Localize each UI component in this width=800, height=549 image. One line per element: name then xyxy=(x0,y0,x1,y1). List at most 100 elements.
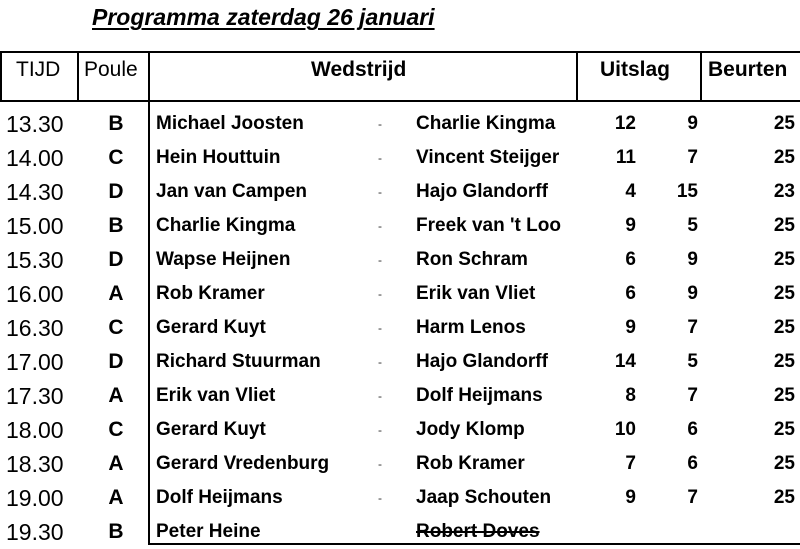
table-row: 13.30 B Michael Joosten - Charlie Kingma 12 9 2… xyxy=(0,107,800,141)
match-time: 15.00 xyxy=(6,213,64,239)
header-beurten: Beurten xyxy=(708,58,788,81)
match-poule: B xyxy=(108,520,124,543)
player-home: Charlie Kingma xyxy=(156,215,296,236)
score-away: 6 xyxy=(687,453,698,474)
table-bottom-border xyxy=(150,543,800,545)
match-poule: C xyxy=(108,146,124,169)
match-time: 14.00 xyxy=(6,145,64,171)
match-beurten: 25 xyxy=(773,215,795,236)
vs-separator: - xyxy=(378,151,382,165)
match-beurten: 25 xyxy=(773,283,795,304)
score-home: 8 xyxy=(625,385,636,406)
header-poule: Poule xyxy=(84,58,138,81)
table-row: 17.00 D Richard Stuurman - Hajo Glandorff 14 5… xyxy=(0,345,800,379)
player-home: Peter Heine xyxy=(156,521,261,542)
player-home: Jan van Campen xyxy=(156,181,307,202)
match-poule: A xyxy=(108,282,124,305)
score-home: 12 xyxy=(614,113,636,134)
column-divider xyxy=(576,51,578,102)
column-divider xyxy=(77,51,79,102)
player-away: Erik van Vliet xyxy=(416,283,536,304)
vs-separator: - xyxy=(378,423,382,437)
score-away: 5 xyxy=(687,215,698,236)
score-away: 6 xyxy=(687,419,698,440)
score-home: 7 xyxy=(625,453,636,474)
player-away: Hajo Glandorff xyxy=(416,351,548,372)
score-away: 7 xyxy=(687,385,698,406)
match-poule: D xyxy=(108,350,124,373)
player-away: Vincent Steijger xyxy=(416,147,560,168)
match-beurten: 25 xyxy=(773,487,795,508)
player-away: Rob Kramer xyxy=(416,453,525,474)
match-time: 17.00 xyxy=(6,349,64,375)
vs-separator: - xyxy=(378,253,382,267)
table-row: 16.30 C Gerard Kuyt - Harm Lenos 9 7 25 xyxy=(0,311,800,345)
column-divider xyxy=(700,51,702,102)
match-beurten: 25 xyxy=(773,249,795,270)
score-home: 14 xyxy=(614,351,636,372)
match-time: 18.00 xyxy=(6,417,64,443)
player-home: Rob Kramer xyxy=(156,283,265,304)
header-uitslag: Uitslag xyxy=(600,58,671,81)
player-away: Charlie Kingma xyxy=(416,113,556,134)
score-away: 9 xyxy=(687,113,698,134)
score-home: 10 xyxy=(614,419,636,440)
player-away: Ron Schram xyxy=(416,249,528,270)
match-beurten: 25 xyxy=(773,147,795,168)
vs-separator: - xyxy=(378,321,382,335)
match-beurten: 25 xyxy=(773,113,795,134)
match-beurten: 25 xyxy=(773,419,795,440)
score-home: 9 xyxy=(625,487,636,508)
match-time: 18.30 xyxy=(6,451,64,477)
match-time: 15.30 xyxy=(6,247,64,273)
match-poule: C xyxy=(108,418,124,441)
match-beurten: 25 xyxy=(773,351,795,372)
score-home: 9 xyxy=(625,317,636,338)
score-home: 6 xyxy=(625,283,636,304)
player-away: Harm Lenos xyxy=(416,317,526,338)
match-time: 19.00 xyxy=(6,485,64,511)
page-title: Programma zaterdag 26 januari xyxy=(92,4,435,30)
score-away: 7 xyxy=(687,317,698,338)
match-beurten: 25 xyxy=(773,453,795,474)
match-time: 19.30 xyxy=(6,519,64,545)
player-home: Gerard Kuyt xyxy=(156,419,266,440)
vs-separator: - xyxy=(378,389,382,403)
player-home: Erik van Vliet xyxy=(156,385,276,406)
table-row: 16.00 A Rob Kramer - Erik van Vliet 6 9 25 xyxy=(0,277,800,311)
player-home: Gerard Kuyt xyxy=(156,317,266,338)
match-poule: C xyxy=(108,316,124,339)
table-row: 18.00 C Gerard Kuyt - Jody Klomp 10 6 25 xyxy=(0,413,800,447)
table-row: 15.00 B Charlie Kingma - Freek van 't Loo 9 5 2… xyxy=(0,209,800,243)
match-poule: A xyxy=(108,452,124,475)
table-row: 14.30 D Jan van Campen - Hajo Glandorff 4 15 23 xyxy=(0,175,800,209)
table-row: 19.00 A Dolf Heijmans - Jaap Schouten 9 7 25 xyxy=(0,481,800,515)
table-row: 19.30 B Peter Heine Robert Doves xyxy=(0,515,800,549)
score-home: 9 xyxy=(625,215,636,236)
table-row: 14.00 C Hein Houttuin - Vincent Steijger 11 7 2… xyxy=(0,141,800,175)
table-row: 15.30 D Wapse Heijnen - Ron Schram 6 9 25 xyxy=(0,243,800,277)
player-home: Gerard Vredenburg xyxy=(156,453,330,474)
vs-separator: - xyxy=(378,185,382,199)
vs-separator: - xyxy=(378,219,382,233)
player-home: Wapse Heijnen xyxy=(156,249,291,270)
player-home: Richard Stuurman xyxy=(156,351,321,372)
player-home: Michael Joosten xyxy=(156,113,304,134)
match-poule: D xyxy=(108,180,124,203)
column-divider xyxy=(148,51,150,545)
match-poule: B xyxy=(108,112,124,135)
match-time: 14.30 xyxy=(6,179,64,205)
match-poule: B xyxy=(108,214,124,237)
score-away: 15 xyxy=(676,181,698,202)
match-beurten: 23 xyxy=(773,181,795,202)
player-away: Hajo Glandorff xyxy=(416,181,548,202)
score-away: 7 xyxy=(687,487,698,508)
header-wedstrijd: Wedstrijd xyxy=(311,58,407,81)
score-away: 5 xyxy=(687,351,698,372)
score-home: 6 xyxy=(625,249,636,270)
match-beurten: 25 xyxy=(773,385,795,406)
match-time: 17.30 xyxy=(6,383,64,409)
score-home: 11 xyxy=(615,147,636,168)
score-away: 9 xyxy=(687,249,698,270)
player-away: Robert Doves xyxy=(416,521,540,542)
